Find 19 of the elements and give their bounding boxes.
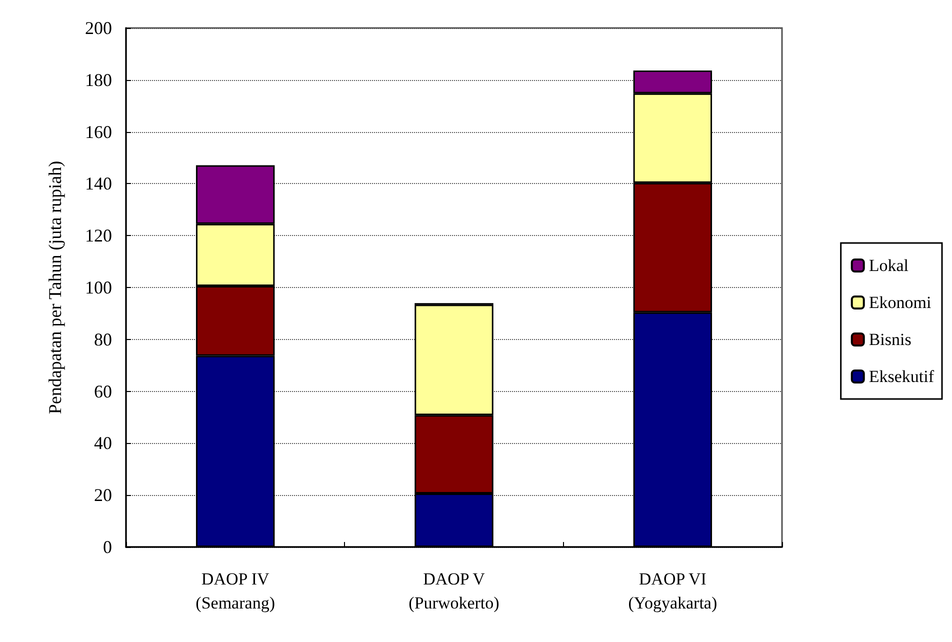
legend-label: Ekonomi xyxy=(868,293,932,312)
legend-label: Lokal xyxy=(868,256,909,275)
y-tick-label: 80 xyxy=(94,329,112,350)
x-tick-label: DAOP IV (Semarang) xyxy=(196,570,275,612)
x-tick-label: DAOP VI (Yogyakarta) xyxy=(628,570,718,612)
y-tick-label: 0 xyxy=(103,537,112,557)
y-tick-label: 60 xyxy=(94,381,112,402)
y-axis-title: Pendapatan per Tahun (juta rupiah) xyxy=(45,160,65,414)
legend-label: Eksekutif xyxy=(868,367,934,386)
y-tick-label: 140 xyxy=(85,174,112,194)
y-tick-label: 200 xyxy=(85,18,112,38)
y-tick-label: 100 xyxy=(85,278,112,298)
y-tick-label: 180 xyxy=(85,70,112,90)
y-tick-label: 20 xyxy=(94,485,112,506)
y-tick-label: 160 xyxy=(85,122,112,142)
x-tick-label: DAOP V (Purwokerto) xyxy=(408,570,500,612)
y-tick-label: 120 xyxy=(85,226,112,246)
y-tick-label: 40 xyxy=(94,433,112,454)
legend-label: Bisnis xyxy=(868,330,912,349)
